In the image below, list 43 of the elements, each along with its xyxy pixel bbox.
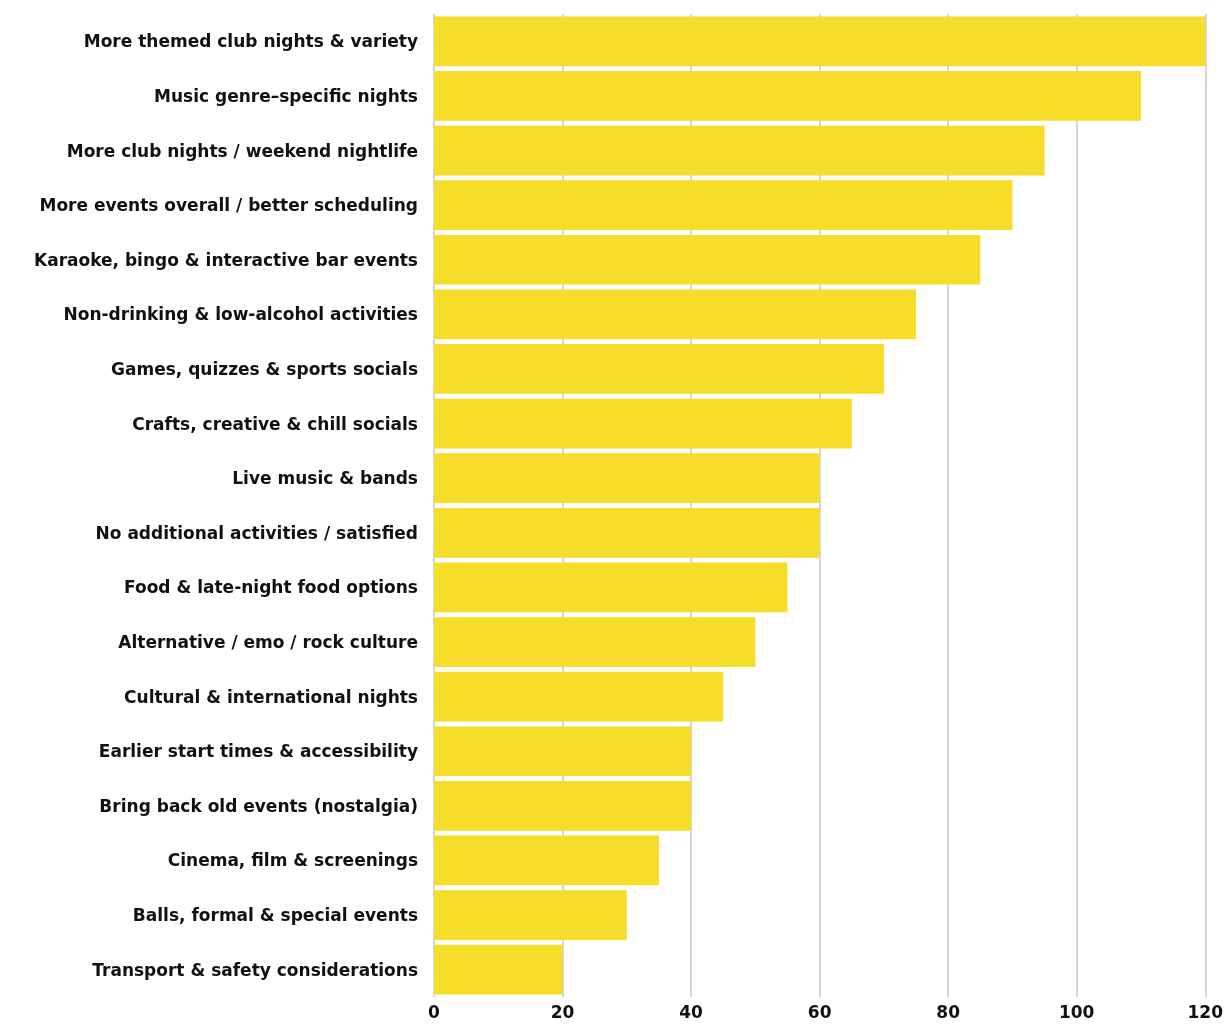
bar xyxy=(434,781,692,831)
bar xyxy=(434,726,692,777)
bar xyxy=(434,289,917,340)
x-tick-label: 20 xyxy=(550,1001,575,1022)
y-tick-label: Non-drinking & low-alcohol activities xyxy=(63,304,418,325)
x-tick-label: 60 xyxy=(807,1001,832,1022)
y-tick-label: Food & late-night food options xyxy=(124,577,418,598)
bar xyxy=(434,617,756,667)
x-tick-label: 40 xyxy=(679,1001,704,1022)
bar xyxy=(434,835,659,886)
bar xyxy=(434,398,852,449)
y-tick-label: Balls, formal & special events xyxy=(132,905,418,926)
y-tick-label: Bring back old events (nostalgia) xyxy=(99,795,418,816)
y-tick-label: More events overall / better scheduling xyxy=(39,195,418,216)
y-tick-label: Games, quizzes & sports socials xyxy=(111,358,418,379)
y-tick-label: Live music & bands xyxy=(232,468,418,489)
bar xyxy=(434,71,1141,121)
bar xyxy=(434,344,884,394)
y-tick-label: Karaoke, bingo & interactive bar events xyxy=(34,249,418,270)
bar xyxy=(434,890,627,940)
y-tick-label: More club nights / weekend nightlife xyxy=(66,140,418,161)
y-tick-label: Alternative / emo / rock culture xyxy=(118,632,418,653)
bar xyxy=(434,125,1045,176)
y-tick-label: More themed club nights & variety xyxy=(83,31,418,52)
x-tick-label: 0 xyxy=(428,1001,441,1022)
x-tick-label: 100 xyxy=(1058,1001,1095,1022)
bar xyxy=(434,180,1013,230)
bar xyxy=(434,944,563,995)
bar xyxy=(434,16,1206,67)
y-tick-label: Crafts, creative & chill socials xyxy=(132,413,418,434)
bar xyxy=(434,562,788,613)
bar xyxy=(434,453,820,504)
y-tick-label: Cultural & international nights xyxy=(124,686,418,707)
y-tick-label: Music genre–specific nights xyxy=(154,85,418,106)
x-tick-label: 80 xyxy=(936,1001,961,1022)
y-tick-label: Earlier start times & accessibility xyxy=(98,741,418,762)
x-tick-label: 120 xyxy=(1187,1001,1224,1022)
y-tick-label: No additional activities / satisfied xyxy=(95,522,418,543)
y-tick-label: Transport & safety considerations xyxy=(92,959,418,980)
bar xyxy=(434,671,724,722)
bar xyxy=(434,507,820,558)
y-tick-label: Cinema, film & screenings xyxy=(167,850,418,871)
bar xyxy=(434,234,981,285)
